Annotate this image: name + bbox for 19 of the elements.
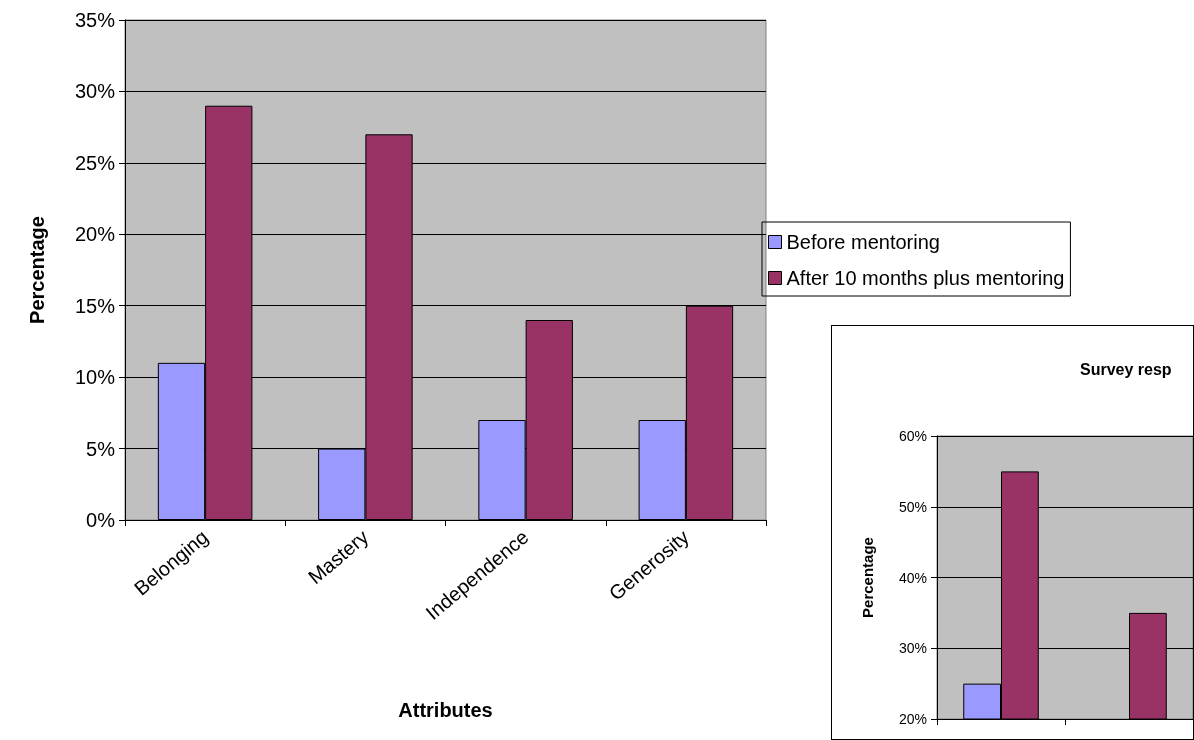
y-tick-label: 20% — [898, 711, 927, 727]
y-tick-label: 60% — [898, 428, 927, 444]
y-tick-label: 10% — [74, 366, 116, 389]
legend-label: Before mentoring — [786, 231, 940, 253]
y-axis-title: Percentage — [859, 537, 876, 618]
y-axis-title: Percentage — [26, 216, 48, 324]
y-tick-label: 30% — [74, 80, 116, 103]
y-tick-label: 0% — [86, 509, 116, 531]
y-tick-label: 25% — [74, 151, 116, 174]
chart-title: Survey resp — [1080, 360, 1172, 378]
y-tick-label: 5% — [86, 437, 116, 460]
x-axis-title: Attributes — [398, 699, 493, 721]
y-tick-label: 40% — [898, 569, 927, 586]
y-tick-label: 20% — [74, 223, 116, 246]
y-tick-label: 35% — [74, 9, 116, 31]
legend-label: After 10 months plus mentoring — [786, 267, 1065, 289]
y-tick-label: 15% — [74, 294, 116, 317]
y-tick-label: 50% — [898, 498, 927, 515]
y-tick-label: 30% — [898, 640, 927, 657]
